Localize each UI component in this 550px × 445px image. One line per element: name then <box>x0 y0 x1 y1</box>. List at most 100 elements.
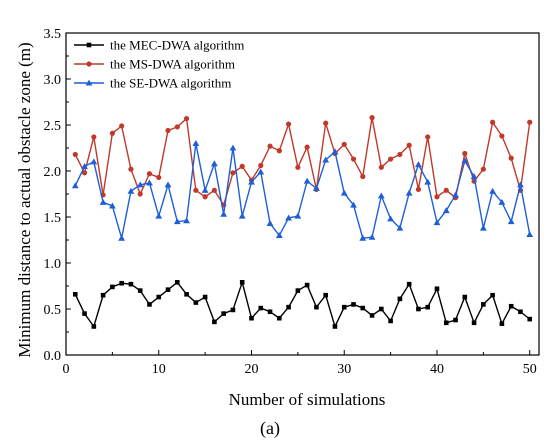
data-point <box>184 291 189 297</box>
data-point <box>147 302 152 307</box>
x-axis-label: Number of simulations <box>229 390 386 409</box>
data-point <box>277 315 282 321</box>
data-point <box>118 234 126 241</box>
series-layer <box>71 115 534 329</box>
data-point <box>72 151 78 158</box>
data-point <box>258 305 264 311</box>
data-point <box>416 306 421 312</box>
ticks-layer: 0 10 20 30 40 50 0.0 0.5 1.0 1.5 2.0 2.5 3.0 3.5 <box>44 27 537 377</box>
legend: the MEC-DWA algorithm the MS-DWA algorith… <box>74 38 244 91</box>
data-point <box>146 171 153 177</box>
data-point <box>266 220 274 226</box>
data-point <box>295 288 301 293</box>
x-tick-label: 50 <box>523 362 537 377</box>
data-point <box>212 319 217 325</box>
data-point <box>350 201 357 208</box>
data-point <box>128 166 134 172</box>
data-point <box>127 187 135 194</box>
data-point <box>193 300 199 305</box>
data-point <box>415 161 422 168</box>
data-point <box>388 318 393 324</box>
data-point <box>108 202 116 209</box>
data-point <box>323 292 328 298</box>
data-point <box>239 163 245 169</box>
data-point <box>499 133 505 139</box>
data-point <box>479 224 487 231</box>
data-point <box>286 304 291 310</box>
data-point <box>433 219 441 226</box>
data-point <box>155 212 163 219</box>
y-tick-label: 3.5 <box>44 27 62 42</box>
data-point <box>498 198 506 205</box>
data-point <box>165 127 171 134</box>
data-point <box>471 320 477 326</box>
data-point <box>193 187 199 193</box>
x-tick-label: 20 <box>244 362 258 377</box>
data-point <box>72 291 78 297</box>
data-point <box>397 151 403 158</box>
data-point <box>378 164 384 170</box>
data-point <box>396 224 404 231</box>
data-point <box>405 189 413 196</box>
data-point <box>518 309 523 315</box>
series-line <box>74 281 531 328</box>
data-point <box>128 281 134 287</box>
data-point <box>173 218 181 225</box>
data-point <box>499 321 505 327</box>
data-point <box>453 317 458 323</box>
data-point <box>304 282 310 288</box>
data-point <box>527 119 533 125</box>
data-point <box>461 157 469 164</box>
y-tick-label: 3.0 <box>44 73 62 88</box>
data-point <box>294 212 302 219</box>
data-point <box>379 306 384 312</box>
data-point <box>425 134 431 140</box>
data-point <box>165 287 171 292</box>
data-point <box>295 164 301 170</box>
data-point <box>443 187 449 193</box>
data-point <box>304 144 310 150</box>
data-point <box>303 177 311 184</box>
data-point <box>238 212 246 219</box>
data-point <box>490 292 495 298</box>
data-point <box>183 115 190 122</box>
data-point <box>81 163 88 169</box>
data-point <box>443 320 449 326</box>
data-point <box>230 307 236 313</box>
y-tick-label: 1.0 <box>44 257 62 272</box>
data-point <box>137 288 143 293</box>
data-point <box>452 191 459 198</box>
x-tick-label: 40 <box>430 362 444 377</box>
data-point <box>71 182 79 189</box>
data-point <box>406 142 412 148</box>
y-tick-label: 1.5 <box>44 211 62 226</box>
data-point <box>470 173 478 180</box>
data-point <box>267 309 273 315</box>
data-point <box>146 179 153 186</box>
data-point <box>368 233 376 240</box>
data-point <box>91 134 97 140</box>
data-point <box>99 198 107 205</box>
data-point <box>462 294 468 300</box>
data-point <box>90 158 98 165</box>
data-point <box>221 311 226 316</box>
data-point <box>323 120 329 126</box>
data-point <box>517 181 524 188</box>
series-the-se-dwa-algorithm <box>71 140 534 241</box>
data-point <box>481 302 486 307</box>
data-point <box>119 280 124 286</box>
data-point <box>136 181 144 188</box>
data-point <box>110 284 115 290</box>
data-point <box>91 324 97 329</box>
data-point <box>81 170 88 176</box>
data-point <box>397 296 403 302</box>
y-tick-label: 2.5 <box>44 119 62 134</box>
data-point <box>156 174 162 181</box>
data-point <box>248 178 255 185</box>
data-point <box>462 150 468 157</box>
data-point <box>527 316 533 322</box>
legend-marker <box>86 42 92 48</box>
data-point <box>285 121 292 127</box>
data-point <box>360 173 366 180</box>
data-point <box>359 234 367 241</box>
